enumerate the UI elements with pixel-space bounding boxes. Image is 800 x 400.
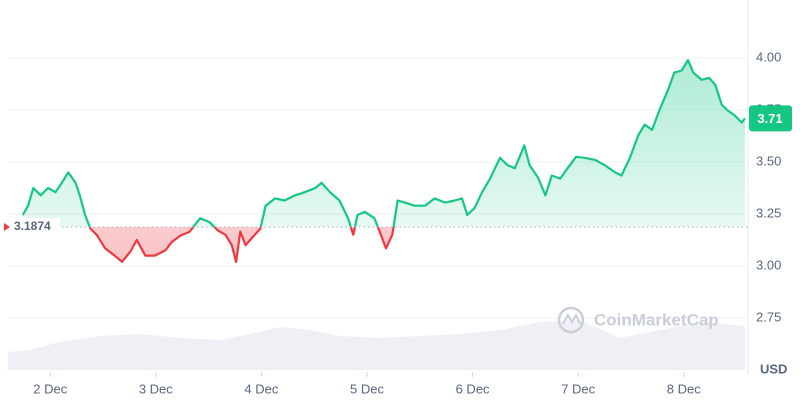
y-tick-label: 2.75	[756, 309, 781, 324]
x-tick-label: 7 Dec	[561, 381, 595, 396]
area-down	[22, 227, 745, 262]
x-tick-label: 2 Dec	[33, 381, 67, 396]
x-tick-label: 8 Dec	[667, 381, 701, 396]
watermark: CoinMarketCap	[557, 306, 719, 334]
watermark-text: CoinMarketCap	[594, 310, 719, 329]
price-label: 3.71	[757, 111, 782, 126]
baseline-label-bg	[10, 218, 60, 237]
x-tick-label: 3 Dec	[139, 381, 173, 396]
line-down	[88, 227, 395, 263]
x-tick-label: 4 Dec	[244, 381, 278, 396]
y-tick-label: 3.50	[756, 153, 781, 168]
plot	[8, 59, 748, 263]
price-badge	[749, 105, 792, 132]
y-tick-label: 4.00	[756, 49, 781, 64]
y-tick-label: 3.25	[756, 205, 781, 220]
grid	[8, 57, 748, 319]
baseline-label: 3.1874	[14, 219, 51, 233]
line-up	[21, 59, 746, 228]
y-tick-label: 3.00	[756, 257, 781, 272]
baseline-marker	[4, 223, 10, 232]
area-up	[22, 60, 745, 228]
y-unit: USD	[760, 361, 787, 376]
volume-area	[8, 320, 745, 370]
x-tick-label: 5 Dec	[350, 381, 384, 396]
x-tick-label: 6 Dec	[456, 381, 490, 396]
